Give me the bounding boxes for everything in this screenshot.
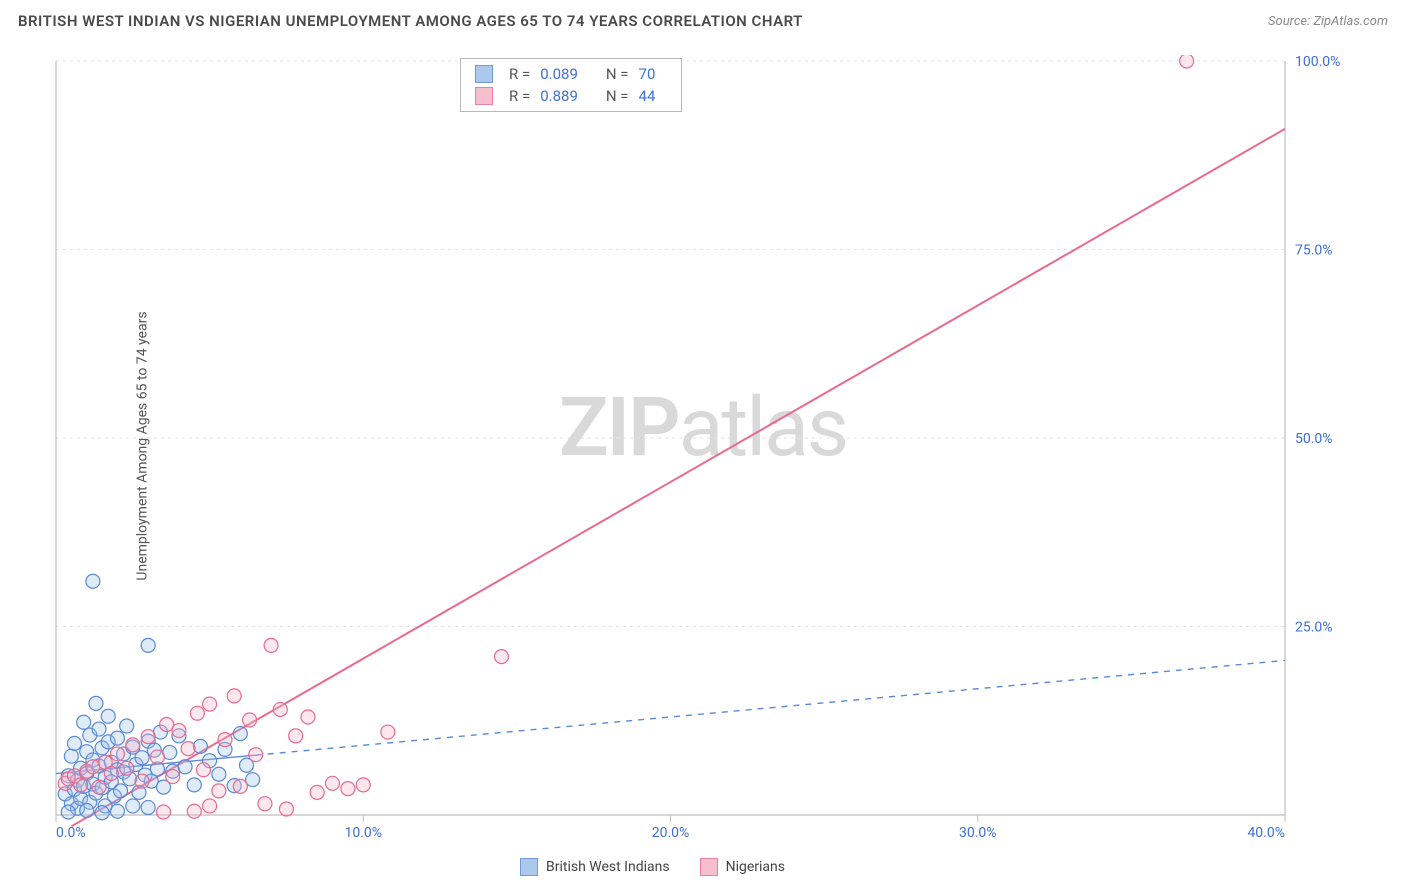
swatch-nig [475,87,493,105]
svg-text:30.0%: 30.0% [959,825,997,841]
legend-swatch-nig [700,858,718,876]
swatch-bwi [475,65,493,83]
n-label: N = [606,87,629,105]
source-link[interactable]: ZipAtlas.com [1313,14,1388,29]
plot-area: 25.0% 50.0% 75.0% 100.0% 0.0% 10.0% 20.0% 30.0%… [50,55,1340,845]
svg-text:100.0%: 100.0% [1295,55,1340,70]
n-value-bwi: 70 [639,65,656,83]
r-value-nig: 0.889 [540,87,578,105]
svg-text:40.0%: 40.0% [1247,825,1285,841]
n-value-nig: 44 [639,87,656,105]
svg-text:50.0%: 50.0% [1295,431,1333,447]
svg-text:25.0%: 25.0% [1295,620,1333,636]
stats-row-nig: R = 0.889 N = 44 [461,85,681,107]
svg-text:20.0%: 20.0% [652,825,690,841]
r-value-bwi: 0.089 [540,65,578,83]
legend-label-nig: Nigerians [726,859,785,875]
svg-text:75.0%: 75.0% [1295,243,1333,259]
source-attribution: Source: ZipAtlas.com [1268,14,1388,29]
scatter-plot-svg: 25.0% 50.0% 75.0% 100.0% 0.0% 10.0% 20.0% 30.0%… [50,55,1340,845]
title-bar: BRITISH WEST INDIAN VS NIGERIAN UNEMPLOY… [18,12,1388,30]
svg-text:10.0%: 10.0% [344,825,382,841]
legend-item-bwi[interactable]: British West Indians [520,858,670,876]
legend-swatch-bwi [520,858,538,876]
n-label: N = [606,65,629,83]
svg-text:0.0%: 0.0% [56,825,86,841]
chart-title: BRITISH WEST INDIAN VS NIGERIAN UNEMPLOY… [18,12,803,30]
stats-legend: R = 0.089 N = 70 R = 0.889 N = 44 [460,58,682,112]
stats-row-bwi: R = 0.089 N = 70 [461,63,681,85]
source-prefix: Source: [1268,14,1313,29]
legend-label-bwi: British West Indians [546,859,670,875]
r-label: R = [509,65,530,83]
series-legend: British West Indians Nigerians [520,858,785,876]
r-label: R = [509,87,530,105]
legend-item-nig[interactable]: Nigerians [700,858,785,876]
